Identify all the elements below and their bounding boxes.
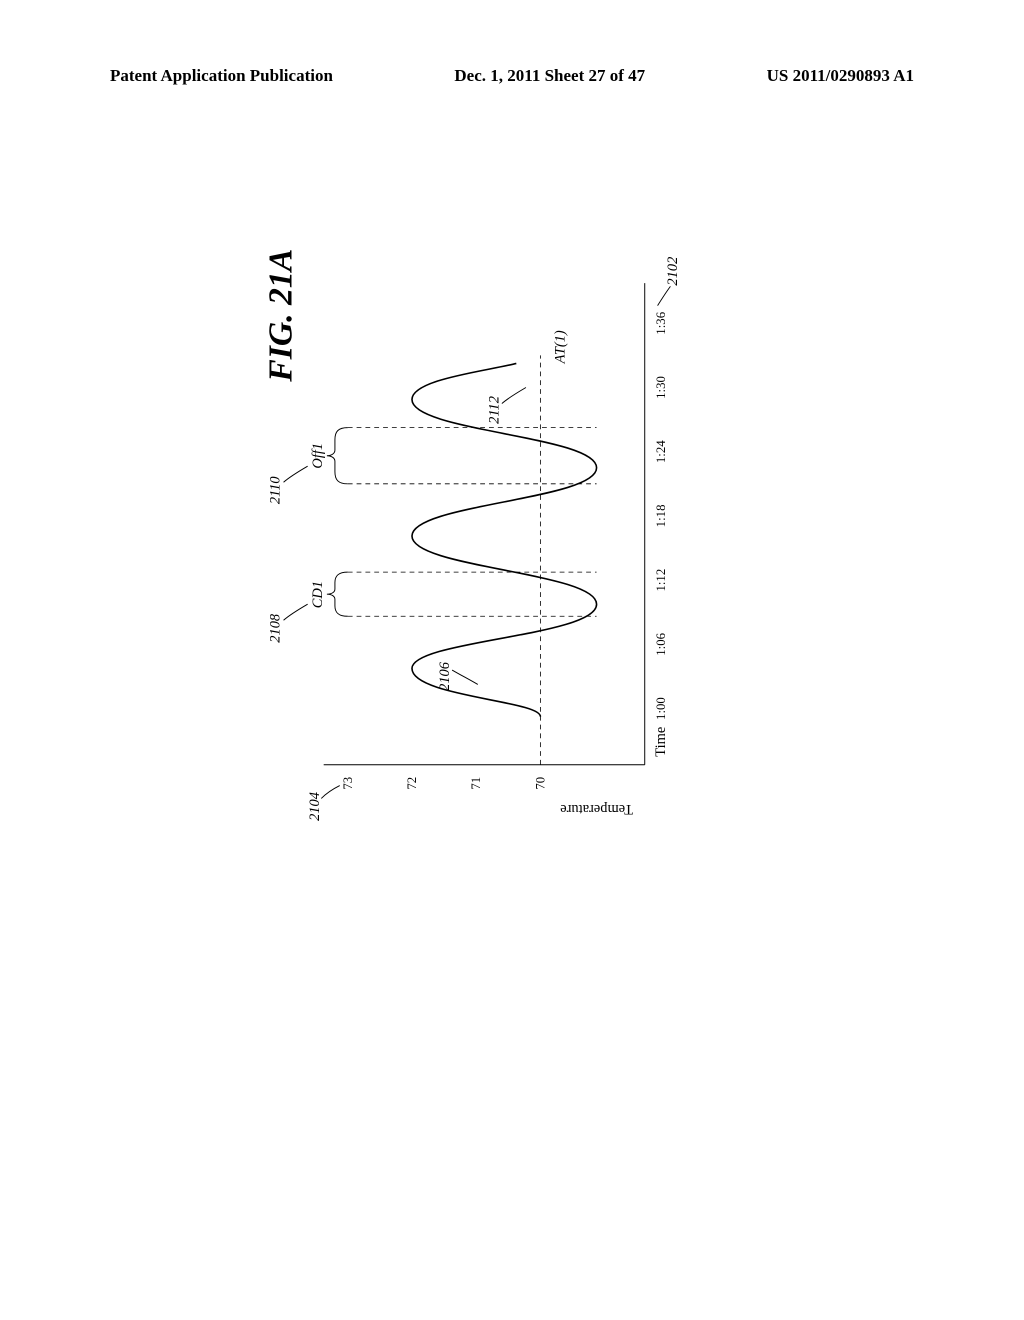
y-tick-3: 73 [341, 777, 355, 790]
cd1-brace [327, 572, 348, 616]
x-tick-6: 1:36 [654, 311, 668, 334]
x-tick-0: 1:00 [654, 697, 668, 720]
chart-container: 70 71 72 73 Time 1:00 1:06 1:12 1:18 1:2… [50, 235, 790, 845]
off1-label: Off1 [310, 443, 326, 469]
at-label: AT(1) [552, 330, 568, 364]
header-right: US 2011/0290893 A1 [767, 66, 914, 86]
y-tick-0: 70 [533, 777, 547, 790]
y-tick-2: 72 [405, 777, 419, 790]
at-leader [502, 388, 526, 404]
cd1-ref: 2108 [268, 613, 284, 643]
cd1-leader [284, 604, 308, 620]
x-tick-4: 1:24 [654, 440, 668, 463]
off1-leader [284, 466, 308, 482]
x-tick-3: 1:18 [654, 505, 668, 528]
y-tick-1: 71 [469, 777, 483, 790]
curve-ref: 2106 [437, 661, 453, 691]
chart-svg: 70 71 72 73 Time 1:00 1:06 1:12 1:18 1:2… [50, 235, 790, 845]
xref: 2102 [665, 257, 681, 286]
x-tick-2: 1:12 [654, 569, 668, 592]
curve-leader [452, 670, 478, 684]
x-axis-title: Time [653, 727, 669, 757]
page-header: Patent Application Publication Dec. 1, 2… [0, 66, 1024, 86]
off1-brace [327, 428, 348, 484]
y-axis-title: Temperature [560, 801, 633, 817]
off1-ref: 2110 [268, 476, 284, 505]
at-ref: 2112 [487, 396, 503, 424]
yref: 2104 [307, 792, 323, 821]
header-center: Dec. 1, 2011 Sheet 27 of 47 [454, 66, 645, 86]
x-tick-1: 1:06 [654, 632, 668, 655]
cd1-label: CD1 [310, 581, 326, 608]
x-tick-5: 1:30 [654, 376, 668, 399]
yref-leader [321, 786, 339, 799]
header-left: Patent Application Publication [110, 66, 333, 86]
figure-label: FIG. 21A [263, 249, 300, 383]
xref-leader [658, 286, 671, 305]
